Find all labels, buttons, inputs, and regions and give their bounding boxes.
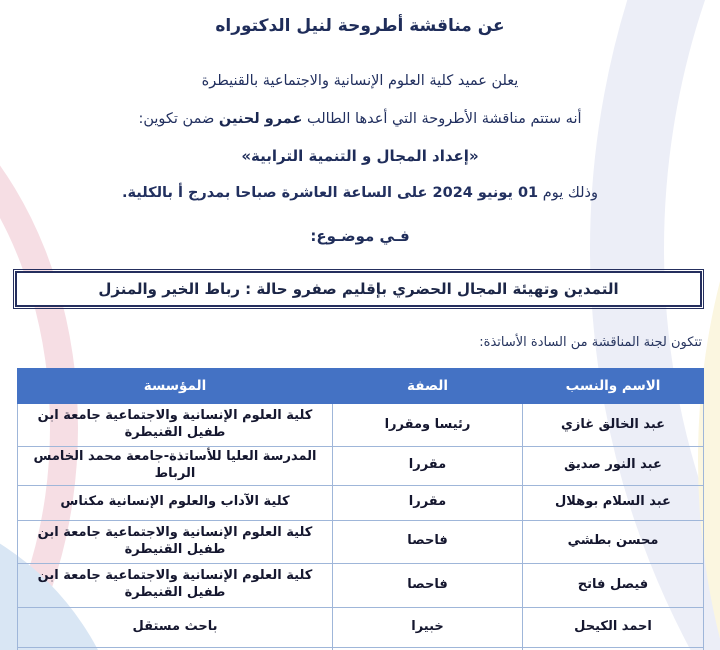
subject-label: فـي موضـوع:	[310, 227, 410, 245]
table-row: فيصل فاتح فاحصا كلية العلوم الإنسانية وا…	[17, 562, 704, 608]
committee-table: الاسم والنسب الصفة المؤسسة عبد الخالق غا…	[17, 368, 704, 650]
member-institution: المدرسة العليا للأساتذة-جامعة محمد الخام…	[17, 446, 333, 486]
member-institution: باحث مستقل	[17, 606, 333, 648]
member-institution: كلية العلوم الإنسانية والاجتماعية جامعة …	[17, 562, 333, 608]
date-line: وذلك يوم 01 يونيو 2024 على الساعة العاشر…	[0, 185, 720, 201]
member-role: خبيرا	[332, 606, 523, 648]
table-row: عبد النور صديق مقررا المدرسة العليا للأس…	[17, 446, 704, 486]
member-institution: كلية العلوم الإنسانية والاجتماعية جامعة …	[17, 519, 333, 564]
member-name: محسن بطشي	[522, 519, 704, 564]
member-name: فيصل فاتح	[522, 562, 704, 608]
table-row: احمد الكيحل خبيرا باحث مستقل	[17, 606, 704, 648]
member-role: فاحصا	[332, 562, 523, 608]
date-line-prefix: وذلك يوم	[538, 185, 598, 201]
thesis-subject-text: التمدين وتهيئة المجال الحضري بإقليم صفرو…	[98, 280, 619, 298]
table-row: محسن بطشي فاحصا كلية العلوم الإنسانية وا…	[17, 519, 704, 564]
member-role: مقررا	[332, 446, 523, 486]
page-title: عن مناقشة أطروحة لنيل الدكتوراه	[215, 16, 505, 36]
student-line-suffix: ضمن تكوين:	[138, 111, 219, 127]
member-role	[332, 646, 523, 650]
student-name: عمرو لحنين	[218, 111, 303, 127]
column-header-institution: المؤسسة	[17, 368, 333, 404]
member-role: رئيسا ومقررا	[332, 403, 523, 447]
table-row: عبد السلام بوهلال مقررا كلية الآداب والع…	[17, 484, 704, 521]
member-name: عبد السلام بوهلال	[522, 484, 704, 521]
dean-announcement-line: يعلن عميد كلية العلوم الإنسانية والاجتما…	[201, 73, 519, 89]
thesis-subject-box: التمدين وتهيئة المجال الحضري بإقليم صفرو…	[13, 269, 704, 309]
member-institution: كلية العلوم الإنسانية والاجتماعية جامعة …	[17, 403, 333, 447]
student-line: أنه ستتم مناقشة الأطروحة التي أعدها الطا…	[0, 111, 720, 127]
member-name: عبد الخالق غازي	[522, 403, 704, 447]
member-role: مقررا	[332, 484, 523, 521]
date-line-bold: 01 يونيو 2024 على الساعة العاشرة صباحا ب…	[122, 185, 539, 201]
column-header-name: الاسم والنسب	[522, 368, 704, 404]
column-header-role: الصفة	[332, 368, 523, 404]
committee-intro: تتكون لجنة المناقشة من السادة الأساتذة:	[479, 335, 702, 350]
table-row: عبد الخالق غازي رئيسا ومقررا كلية العلوم…	[17, 403, 704, 447]
table-header-row: الاسم والنسب الصفة المؤسسة	[17, 368, 704, 404]
member-name: عبد النور صديق	[522, 446, 704, 486]
member-name: احمد الكيحل	[522, 606, 704, 648]
member-role: فاحصا	[332, 519, 523, 564]
student-line-prefix: أنه ستتم مناقشة الأطروحة التي أعدها الطا…	[302, 111, 582, 127]
formation-title: «إعداد المجال و التنمية الترابية»	[241, 147, 479, 165]
member-institution: كلية الآداب والعلوم الإنسانية مكناس	[17, 484, 333, 521]
